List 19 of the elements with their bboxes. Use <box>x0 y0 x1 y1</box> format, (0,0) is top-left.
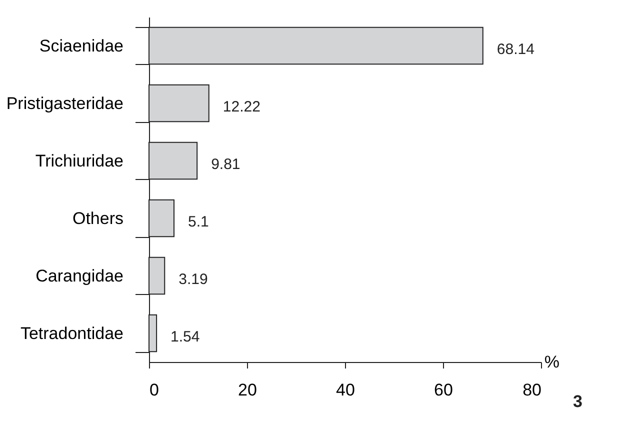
x-axis-title: % <box>544 352 560 372</box>
data-label: 9.81 <box>211 156 240 173</box>
x-tick-label: 40 <box>336 380 355 400</box>
data-label: 3.19 <box>178 270 208 288</box>
data-label: 68.14 <box>496 40 534 58</box>
data-label: 12.22 <box>222 98 260 116</box>
data-label: 1.54 <box>170 328 200 346</box>
data-label: 5.1 <box>188 213 209 230</box>
y-tick-label: Carangidae <box>36 266 124 286</box>
x-tick-label: 60 <box>434 380 453 400</box>
y-tick-label: Trichiuridae <box>35 151 124 170</box>
y-tick-label: Sciaenidae <box>39 36 124 56</box>
y-tick-label: Tetradontidae <box>20 324 124 343</box>
x-tick-label: 0 <box>150 380 159 400</box>
text: 3 <box>573 392 582 411</box>
x-tick-label: 80 <box>522 380 542 400</box>
y-tick-label: Others <box>72 208 124 228</box>
y-tick-label: Pristigasteridae <box>6 94 124 113</box>
x-tick-label: 20 <box>238 380 257 400</box>
